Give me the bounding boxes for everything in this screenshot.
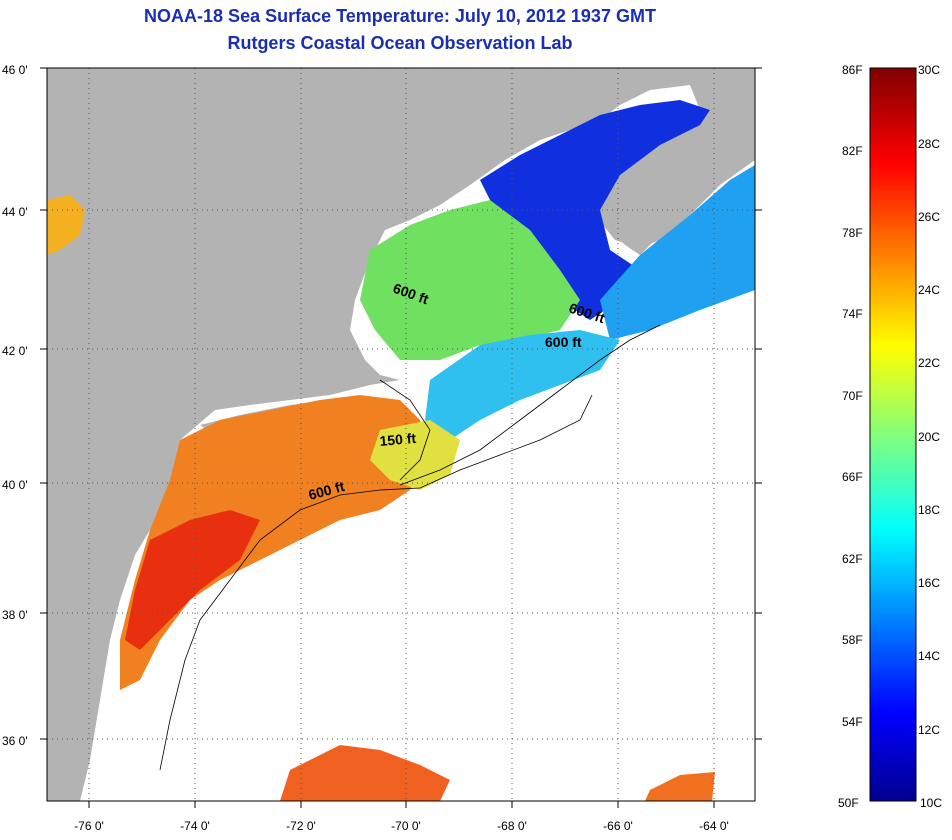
left-ticks [40,67,762,808]
colorbar-c-10: 10C [920,796,942,810]
contour-label-600ft-east: 600 ft [545,334,582,350]
colorbar-f-78: 78F [842,226,863,240]
colorbar-c-16: 16C [918,576,940,590]
depth-contours [159,324,661,771]
colorbar [869,67,917,802]
colorbar-c-20: 20C [918,430,940,444]
lon-label-72: -72 0' [286,819,316,833]
colorbar-f-54: 54F [842,715,863,729]
colorbar-c-26: 26C [918,210,940,224]
map-subtitle: Rutgers Coastal Ocean Observation Lab [227,33,573,53]
colorbar-f-50: 50F [838,796,859,810]
colorbar-c-14: 14C [918,649,940,663]
lon-label-64: -64 0' [699,819,729,833]
colorbar-f-74: 74F [842,307,863,321]
lat-label-40: 40 0' [2,478,28,492]
lat-label-46: 46 0' [2,63,28,77]
colorbar-f-86: 86F [842,63,863,77]
colorbar-c-22: 22C [918,356,940,370]
map-title: NOAA-18 Sea Surface Temperature: July 10… [144,6,656,26]
colorbar-f-62: 62F [842,552,863,566]
lon-label-70: -70 0' [391,819,421,833]
sst-patch-west [47,195,85,255]
grid-lines [47,68,755,801]
land-nova-scotia [595,110,755,248]
sst-southern-new-england [370,420,460,490]
colorbar-f-82: 82F [842,144,863,158]
lat-label-42: 42 0' [2,344,28,358]
land-mass [47,68,755,801]
colorbar-f-66: 66F [842,470,863,484]
colorbar-f-58: 58F [842,633,863,647]
sst-georges-bank [425,330,620,440]
lat-label-44: 44 0' [2,205,28,219]
sst-offshore-south [280,745,450,801]
lon-label-66: -66 0' [603,819,633,833]
lon-label-74: -74 0' [180,819,210,833]
sst-mid-atlantic-warm [120,395,430,690]
sst-offshore-east [645,772,715,801]
colorbar-c-18: 18C [918,503,940,517]
colorbar-c-24: 24C [918,283,940,297]
lon-label-68: -68 0' [497,819,527,833]
sst-cool-scotian-shelf [600,165,755,340]
colorbar-c-12: 12C [918,723,940,737]
map-border [46,67,756,802]
sst-new-jersey-shelf [125,510,260,650]
colorbar-c-28: 28C [918,137,940,151]
contour-label-150ft: 150 ft [379,430,417,449]
colorbar-f-70: 70F [842,389,863,403]
lat-label-38: 38 0' [2,608,28,622]
sst-gulf-of-maine [360,200,580,360]
lat-label-36: 36 0' [2,734,28,748]
colorbar-c-30: 30C [918,63,940,77]
lon-label-76: -76 0' [74,819,104,833]
